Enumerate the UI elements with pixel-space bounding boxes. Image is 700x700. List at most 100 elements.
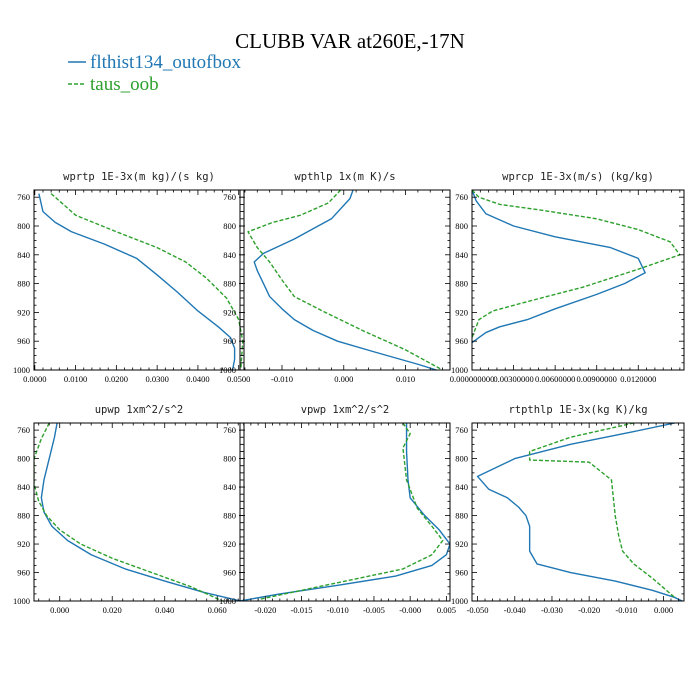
- y-tick-label: 880: [455, 279, 468, 289]
- panel-1: wprtp 1E-3x(m kg)/(s kg) 760 800 840 880 920 9…: [13, 171, 250, 384]
- y-tick-label: 920: [455, 539, 468, 549]
- series-line-flthist134-outofbox: [472, 190, 646, 344]
- y-tick-label: 920: [223, 307, 236, 317]
- y-tick-label: 880: [455, 511, 468, 521]
- x-tick-label: -0.020: [254, 605, 276, 615]
- y-tick-label: 760: [455, 425, 468, 435]
- series-group: [240, 423, 450, 601]
- y-tick-label: 760: [223, 425, 236, 435]
- y-tick-label: 960: [17, 336, 30, 346]
- series-line-taus-oob: [247, 190, 443, 370]
- y-tick-label: 800: [17, 221, 30, 231]
- x-tick-label: 0.000: [50, 605, 69, 615]
- legend-label-taus-oob: taus_oob: [90, 74, 159, 95]
- plot-frame: [239, 189, 451, 371]
- x-tick-label: -0.005: [363, 605, 385, 615]
- x-tick-label: 0.000000000: [450, 374, 495, 384]
- x-tick-label: 0.005: [437, 605, 456, 615]
- series-line-flthist134-outofbox: [476, 423, 683, 601]
- panel-4: upwp 1xm^2/s^2 760 800 840 880 920 960 1000 0.00…: [13, 404, 245, 615]
- series-line-flthist134-outofbox: [40, 423, 242, 601]
- x-tick-label: 0.0300: [145, 374, 168, 384]
- series-line-taus-oob: [257, 423, 444, 601]
- panel-title: upwp 1xm^2/s^2: [95, 404, 184, 416]
- panel-2: wpthlp 1x(m K)/s 760 800 840 880 920 960 1000 -0…: [219, 171, 451, 384]
- y-tick-label: 960: [455, 568, 468, 578]
- series-group: [476, 423, 683, 601]
- x-tick-label: -0.010: [615, 605, 637, 615]
- y-tick-label: 1000: [451, 365, 468, 375]
- y-tick-label: 800: [17, 454, 30, 464]
- x-tick-label: 0.000: [334, 374, 353, 384]
- x-tick-label: 0.060: [208, 605, 227, 615]
- series-line-flthist134-outofbox: [253, 190, 437, 370]
- y-tick-label: 800: [455, 221, 468, 231]
- x-tick-label: -0.040: [504, 605, 526, 615]
- panel-6: rtpthlp 1E-3x(kg K)/kg 760 800 840 880 920 960…: [451, 404, 685, 615]
- y-tick-label: 800: [455, 454, 468, 464]
- y-tick-label: 880: [17, 279, 30, 289]
- y-tick-label: 1000: [219, 596, 236, 606]
- y-tick-label: 760: [455, 192, 468, 202]
- legend: flthist134_outofbox taus_oob: [68, 52, 241, 95]
- x-tick-label: 0.0120000: [620, 374, 656, 384]
- panel-title: rtpthlp 1E-3x(kg K)/kg: [508, 404, 647, 416]
- x-tick-label: -0.030: [541, 605, 563, 615]
- plot-frame: [471, 189, 685, 371]
- plot-frame: [33, 189, 245, 371]
- panel-title: wprcp 1E-3x(m/s) (kg/kg): [502, 171, 654, 183]
- y-tick-label: 840: [17, 482, 30, 492]
- y-tick-label: 840: [455, 250, 468, 260]
- y-tick-label: 920: [223, 539, 236, 549]
- y-tick-label: 1000: [219, 365, 236, 375]
- x-tick-label: 0.0200: [105, 374, 128, 384]
- legend-label-flthist134-outofbox: flthist134_outofbox: [90, 52, 241, 73]
- x-tick-label: -0.010: [327, 605, 349, 615]
- series-group: [247, 190, 443, 370]
- y-tick-label: 920: [17, 539, 30, 549]
- x-tick-label: 0.020: [103, 605, 122, 615]
- series-group: [34, 423, 242, 601]
- y-tick-label: 960: [223, 336, 236, 346]
- figure-title: CLUBB VAR at260E,-17N: [235, 29, 465, 53]
- x-tick-label: 0.00600000: [535, 374, 575, 384]
- y-tick-label: 760: [17, 192, 30, 202]
- series-line-flthist134-outofbox: [240, 423, 450, 601]
- series-group: [472, 190, 681, 344]
- y-tick-label: 960: [17, 568, 30, 578]
- y-tick-label: 880: [223, 511, 236, 521]
- panel-grid: wprtp 1E-3x(m kg)/(s kg) 760 800 840 880 920 9…: [13, 171, 685, 615]
- x-tick-label: 0.0400: [186, 374, 209, 384]
- series-line-taus-oob: [472, 190, 681, 338]
- y-tick-label: 840: [223, 250, 236, 260]
- x-tick-label: 0.0100: [64, 374, 87, 384]
- y-tick-label: 1000: [13, 365, 30, 375]
- series-line-taus-oob: [34, 423, 223, 601]
- panel-3: wprcp 1E-3x(m/s) (kg/kg) 760 800 840 880 920 9…: [450, 171, 685, 384]
- y-tick-label: 920: [17, 307, 30, 317]
- y-tick-label: 920: [455, 307, 468, 317]
- x-tick-label: 0.00900000: [577, 374, 617, 384]
- y-tick-label: 840: [223, 482, 236, 492]
- panel-title: vpwp 1xm^2/s^2: [301, 404, 390, 416]
- panel-5: vpwp 1xm^2/s^2 760 800 840 880 920 960 1000 -0.0…: [219, 404, 456, 615]
- x-tick-label: 0.040: [155, 605, 174, 615]
- y-tick-label: 760: [223, 192, 236, 202]
- series-group: [38, 193, 244, 370]
- y-tick-label: 1000: [13, 596, 30, 606]
- panel-title: wpthlp 1x(m K)/s: [294, 171, 395, 183]
- y-tick-label: 800: [223, 454, 236, 464]
- y-tick-label: 840: [455, 482, 468, 492]
- y-tick-label: 840: [17, 250, 30, 260]
- y-tick-label: 960: [455, 336, 468, 346]
- x-tick-label: 0.000: [654, 605, 673, 615]
- plot-frame: [471, 422, 685, 602]
- y-tick-label: 800: [223, 221, 236, 231]
- x-tick-label: 0.0500: [227, 374, 250, 384]
- x-tick-label: -0.020: [578, 605, 600, 615]
- y-tick-label: 880: [17, 511, 30, 521]
- x-tick-label: -0.050: [467, 605, 489, 615]
- y-tick-label: 1000: [451, 596, 468, 606]
- series-line-flthist134-outofbox: [38, 193, 236, 370]
